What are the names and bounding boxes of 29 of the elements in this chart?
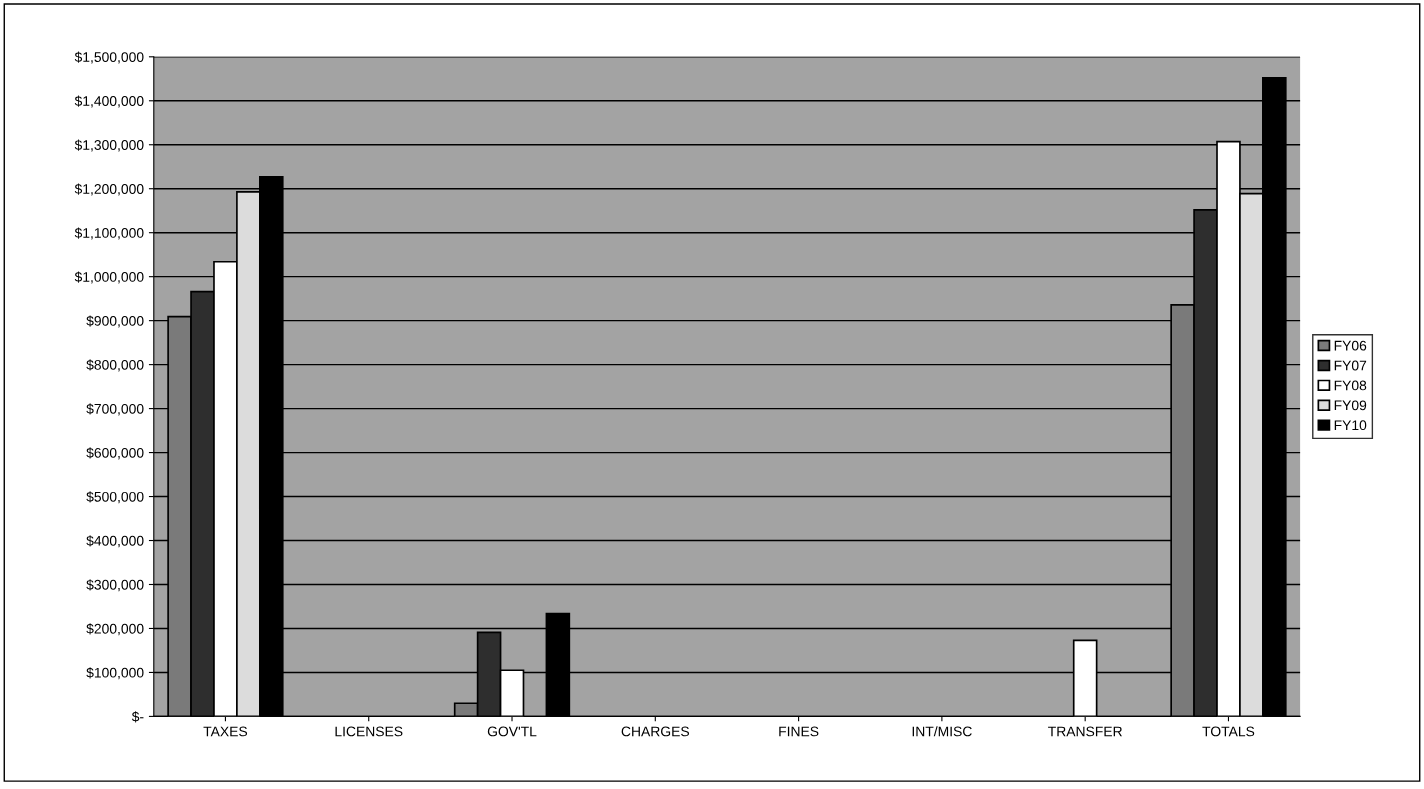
- legend-label: FY09: [1334, 400, 1367, 411]
- x-tick-label: FINES: [779, 726, 819, 737]
- legend-label: FY06: [1334, 340, 1367, 351]
- x-tick-label: TAXES: [203, 726, 248, 737]
- y-tick-label: $600,000: [86, 447, 144, 460]
- legend-label: FY08: [1334, 380, 1367, 391]
- y-tick-label: $100,000: [86, 667, 144, 680]
- y-tick-label: $200,000: [86, 623, 144, 636]
- x-tick-label: TRANSFER: [1048, 726, 1122, 737]
- y-tick-label: $300,000: [86, 579, 144, 592]
- x-tick-label: INT/MISC: [912, 726, 972, 737]
- y-tick-label: $1,200,000: [74, 183, 144, 196]
- legend-label: FY07: [1334, 360, 1367, 371]
- y-tick-label: $800,000: [86, 359, 144, 372]
- x-tick-label: CHARGES: [621, 726, 690, 737]
- y-tick-label: $400,000: [86, 535, 144, 548]
- y-tick-label: $1,100,000: [74, 227, 144, 240]
- x-tick-label: LICENSES: [335, 726, 403, 737]
- y-tick-label: $1,400,000: [74, 95, 144, 108]
- x-tick-label: GOV'TL: [487, 726, 537, 737]
- y-tick-label: $1,300,000: [74, 139, 144, 152]
- y-tick-label: $-: [131, 711, 144, 723]
- y-tick-label: $900,000: [86, 315, 144, 328]
- y-tick-label: $700,000: [86, 403, 144, 416]
- legend-label: FY10: [1334, 420, 1367, 431]
- y-tick-label: $1,500,000: [74, 51, 144, 64]
- y-tick-label: $1,000,000: [74, 271, 144, 284]
- x-tick-label: TOTALS: [1202, 726, 1255, 737]
- y-tick-label: $500,000: [86, 491, 144, 504]
